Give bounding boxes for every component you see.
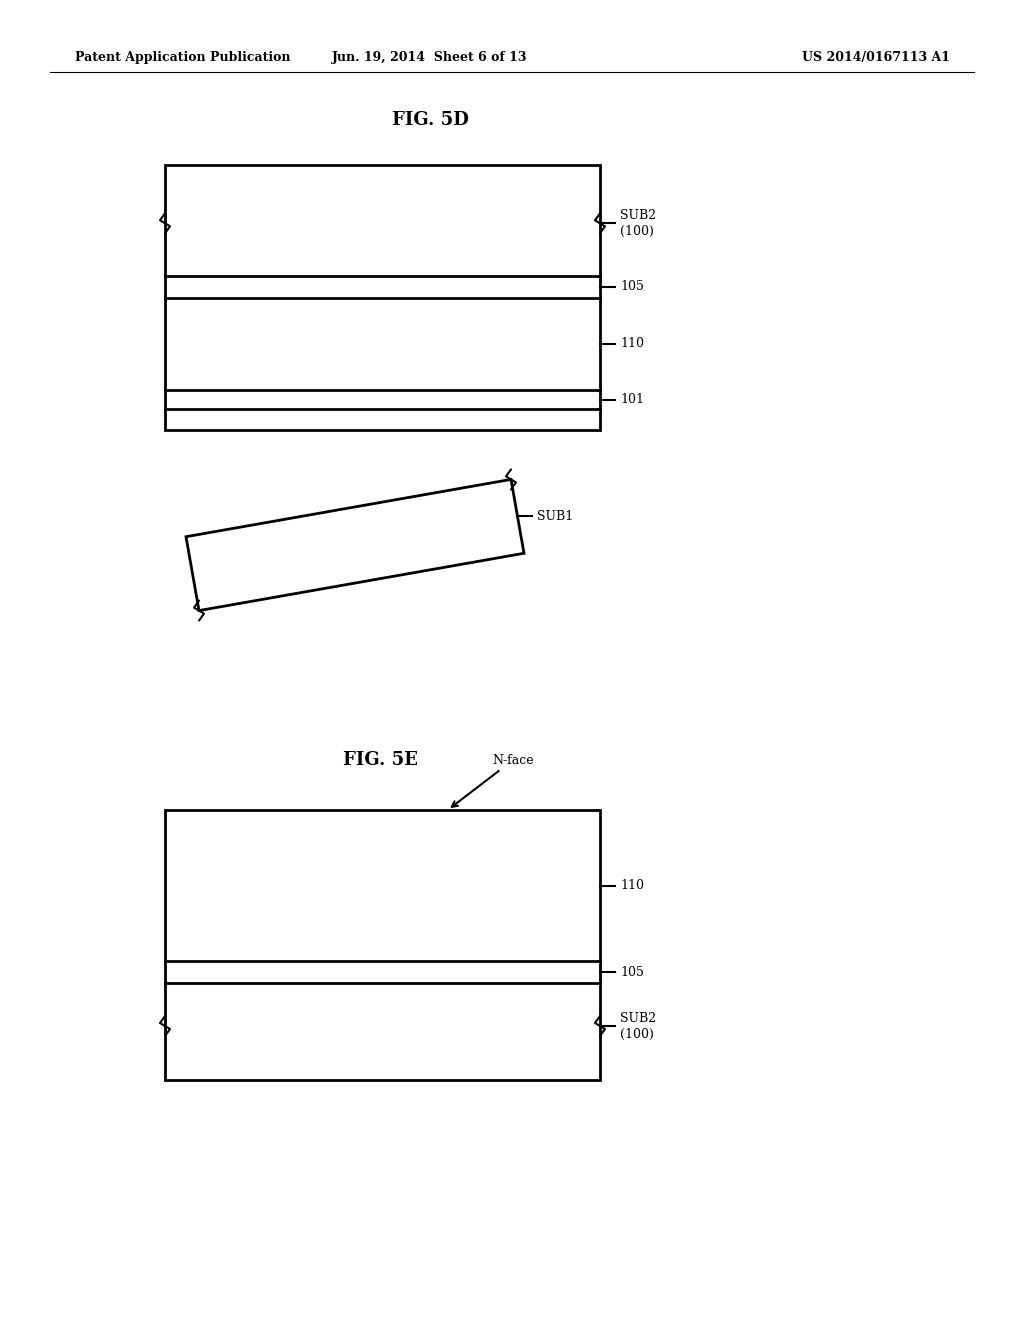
Text: N-face: N-face — [452, 754, 534, 807]
Text: Jun. 19, 2014  Sheet 6 of 13: Jun. 19, 2014 Sheet 6 of 13 — [332, 51, 527, 65]
Text: (100): (100) — [620, 1027, 654, 1040]
Bar — [165, 810, 600, 1080]
Text: 101: 101 — [620, 393, 644, 407]
Text: FIG. 5D: FIG. 5D — [391, 111, 468, 129]
Text: 105: 105 — [620, 965, 644, 978]
Bar — [165, 165, 600, 430]
Text: SUB2: SUB2 — [620, 209, 656, 222]
Text: (100): (100) — [620, 224, 654, 238]
Text: SUB2: SUB2 — [620, 1011, 656, 1024]
Text: Patent Application Publication: Patent Application Publication — [75, 51, 291, 65]
Polygon shape — [186, 479, 524, 611]
Text: US 2014/0167113 A1: US 2014/0167113 A1 — [802, 51, 950, 65]
Text: 105: 105 — [620, 280, 644, 293]
Text: FIG. 5E: FIG. 5E — [343, 751, 418, 770]
Text: SUB1: SUB1 — [538, 510, 573, 523]
Text: 110: 110 — [620, 879, 644, 892]
Text: 110: 110 — [620, 338, 644, 350]
